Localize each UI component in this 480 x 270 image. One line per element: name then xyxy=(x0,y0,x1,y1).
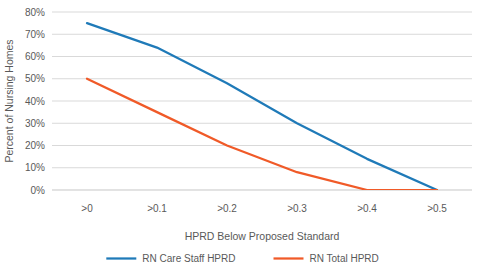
y-tick-label: 40% xyxy=(25,96,45,107)
x-tick-label: >0.1 xyxy=(147,203,167,214)
chart-container: 0% 10% 20% 30% 40% 50% 60% 70% 80% >0 >0.1 >0.2 >0.3… xyxy=(0,0,480,270)
grid-line xyxy=(52,56,472,57)
chart-svg: 0% 10% 20% 30% 40% 50% 60% 70% 80% >0 >0.1 >0.2 >0.3… xyxy=(0,0,480,270)
series-line xyxy=(87,23,437,190)
x-axis-title: HPRD Below Proposed Standard xyxy=(185,230,340,242)
x-tick-label: >0.3 xyxy=(287,203,307,214)
y-tick-label: 50% xyxy=(25,73,45,84)
y-tick-label: 70% xyxy=(25,29,45,40)
legend-swatch xyxy=(274,257,304,259)
x-tick-label: >0 xyxy=(81,203,93,214)
grid-line xyxy=(52,78,472,79)
y-tick-label: 20% xyxy=(25,140,45,151)
x-tick-label: >0.2 xyxy=(217,203,237,214)
y-tick-label: 0% xyxy=(31,185,46,196)
grid-line xyxy=(52,101,472,102)
y-tick-label: 80% xyxy=(25,7,45,18)
plot-area xyxy=(87,23,437,190)
legend-swatch xyxy=(106,257,136,259)
grid-line xyxy=(52,145,472,146)
y-tick-label: 10% xyxy=(25,162,45,173)
x-tick-label: >0.4 xyxy=(357,203,377,214)
y-tick-label: 30% xyxy=(25,118,45,129)
y-tick-label: 60% xyxy=(25,51,45,62)
grid-line xyxy=(52,12,472,13)
y-axis-title: Percent of Nursing Homes xyxy=(3,39,15,162)
series-line xyxy=(87,79,437,190)
grid-line xyxy=(52,167,472,168)
grid-line xyxy=(52,123,472,124)
x-tick-label: >0.5 xyxy=(427,203,447,214)
legend-label: RN Care Staff HPRD xyxy=(142,253,235,264)
legend: RN Care Staff HPRD RN Total HPRD xyxy=(106,253,378,264)
legend-label: RN Total HPRD xyxy=(310,253,379,264)
